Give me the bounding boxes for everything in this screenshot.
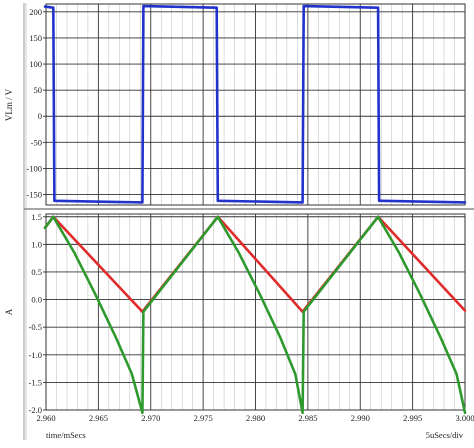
y-tick-label: -2.0 [29,405,42,415]
plot-area-border [45,213,466,411]
x-tick-label: 2.960 [36,413,55,423]
y-tick-label: -1.0 [29,350,42,360]
x-tick-label: 2.965 [89,413,108,423]
x-tick-label: 2.995 [403,413,422,423]
y-tick-label: 0 [38,111,42,121]
y-axis-label: A [4,308,14,315]
y-tick-label: 200 [29,7,42,17]
panel-bottom: 1.5 1.0 0.5 0.0 -0.5 -1.0 -1.5 -2.0 A 2.960 2.965 2… [4,212,474,440]
y-tick-label: -150 [26,190,42,200]
y-tick-label: 0.5 [31,267,42,277]
y-tick-label: 100 [29,59,42,69]
time-scale-label: 5uSecs/div [426,430,464,440]
y-tick-label: -0.5 [29,322,42,332]
y-tick-label: 0.0 [31,295,42,305]
plot-area-border [45,3,466,206]
y-tick-label: -100 [26,163,42,173]
y-tick-label: -1.5 [29,377,42,387]
y-tick-label: 1.0 [31,239,42,249]
y-tick-label: 50 [34,85,43,95]
y-tick-label: 1.5 [31,212,42,222]
panel-top: 200 150 100 50 0 -50 -100 -150 VLm / V [4,3,467,206]
x-tick-label: 3.000 [455,413,474,423]
y-axis-label: VLm / V [4,88,14,121]
series-line-1 [43,4,467,204]
x-tick-label: 2.980 [246,413,265,423]
y-tick-label: 150 [29,33,42,43]
x-axis-label: time/mSecs [46,430,86,440]
x-tick-label: 2.975 [194,413,213,423]
series-line-2 [43,215,467,415]
y-tick-label: -50 [31,137,42,147]
x-tick-label: 2.985 [298,413,317,423]
x-tick-label: 2.990 [351,413,370,423]
x-tick-label: 2.970 [141,413,160,423]
